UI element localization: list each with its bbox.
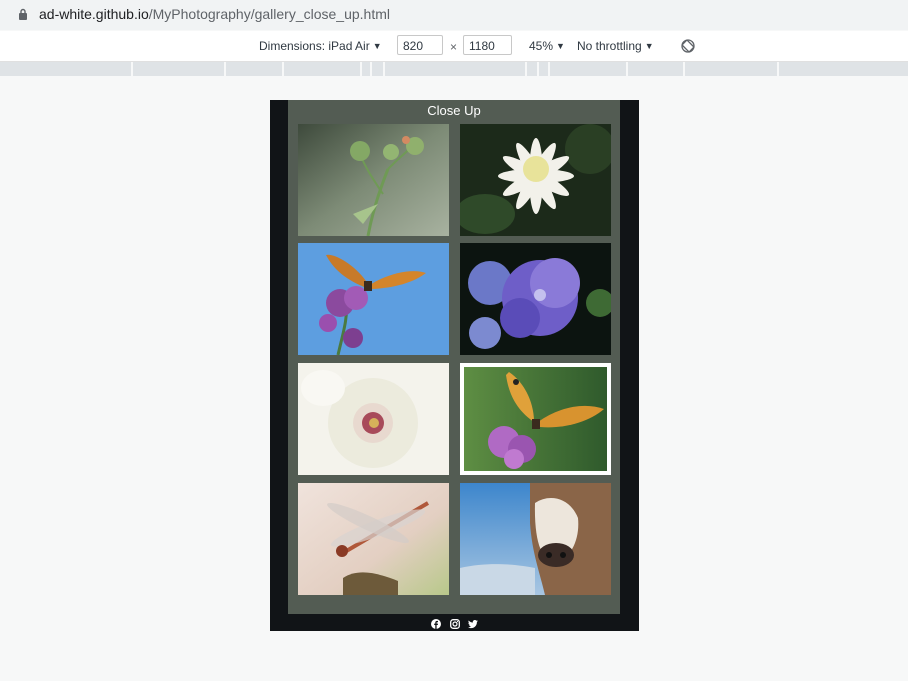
width-input[interactable]: 820 (397, 35, 443, 55)
url-host: ad-white.github.io (39, 6, 149, 22)
photo-cow[interactable] (460, 483, 611, 595)
chevron-down-icon: ▼ (645, 41, 654, 51)
throttling-dropdown[interactable]: No throttling ▼ (577, 39, 654, 53)
device-toolbar: Dimensions: iPad Air ▼ 820 × 1180 45% ▼ No… (0, 31, 908, 62)
chevron-down-icon: ▼ (373, 41, 382, 51)
photo-dahlia[interactable] (460, 124, 611, 236)
page-title: Close Up (288, 103, 620, 118)
url-text[interactable]: ad-white.github.io/MyPhotography/gallery… (39, 6, 390, 22)
times-icon: × (450, 40, 457, 54)
photo-hollyhock[interactable] (298, 363, 449, 475)
media-query-ruler[interactable] (0, 62, 908, 76)
dimensions-label: Dimensions: iPad Air (259, 39, 370, 53)
address-bar[interactable]: ad-white.github.io/MyPhotography/gallery… (0, 0, 908, 30)
facebook-icon[interactable] (431, 619, 441, 629)
dimensions-dropdown[interactable]: Dimensions: iPad Air ▼ (259, 39, 382, 53)
photo-dragonfly[interactable] (298, 483, 449, 595)
photo-painted-lady[interactable] (460, 363, 611, 475)
throttling-label: No throttling (577, 39, 642, 53)
rotate-icon[interactable] (680, 38, 696, 54)
chevron-down-icon: ▼ (556, 41, 565, 51)
height-input[interactable]: 1180 (463, 35, 512, 55)
zoom-dropdown[interactable]: 45% ▼ (529, 39, 565, 53)
photo-butterfly-verbena[interactable] (298, 243, 449, 355)
lock-icon[interactable] (18, 8, 28, 20)
twitter-icon[interactable] (468, 619, 478, 629)
url-path: /MyPhotography/gallery_close_up.html (149, 6, 390, 22)
zoom-label: 45% (529, 39, 553, 53)
photo-thistle[interactable] (298, 124, 449, 236)
photo-hydrangea[interactable] (460, 243, 611, 355)
instagram-icon[interactable] (450, 619, 460, 629)
